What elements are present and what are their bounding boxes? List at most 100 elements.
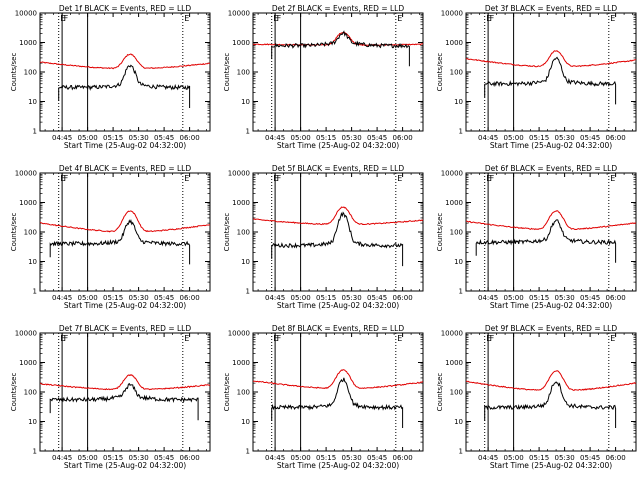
events-series-line <box>49 218 191 265</box>
events-series-line <box>484 56 617 105</box>
marker-label: F <box>64 334 69 343</box>
panel-title: Det 8f BLACK = Events, RED = LLD <box>272 324 405 333</box>
x-tick-label: 06:00 <box>393 294 413 302</box>
marker-label: F <box>277 334 282 343</box>
marker-label: E <box>184 14 189 23</box>
x-tick-label: 06:00 <box>393 454 413 462</box>
y-tick-label: 100 <box>237 69 250 77</box>
detector-panel-6: Det 6f BLACK = Events, RED = LLD 1 10 100 10… <box>436 164 637 310</box>
x-tick-label: 05:30 <box>129 134 149 142</box>
x-tick-label: 05:00 <box>291 454 311 462</box>
x-tick-label: 05:45 <box>367 134 387 142</box>
y-tick-label: 1000 <box>232 39 250 47</box>
marker-label: E <box>60 174 65 183</box>
marker-label: E <box>610 334 615 343</box>
x-tick-label: 06:00 <box>393 134 413 142</box>
y-axis-label: Counts/sec <box>436 53 444 92</box>
marker-label: F <box>64 14 69 23</box>
events-series-line <box>49 382 199 421</box>
y-axis-label: Counts/sec <box>10 373 18 412</box>
y-tick-label: 1 <box>33 128 37 136</box>
y-tick-label: 1 <box>33 288 37 296</box>
x-tick-label: 05:30 <box>342 294 362 302</box>
marker-label: E <box>273 334 278 343</box>
x-tick-label: 05:45 <box>367 294 387 302</box>
y-tick-label: 100 <box>237 389 250 397</box>
y-tick-label: 1000 <box>445 359 463 367</box>
x-axis-label: Start Time (25-Aug-02 04:32:00) <box>64 141 186 150</box>
events-series-line <box>58 64 191 108</box>
y-axis-label: Counts/sec <box>223 213 231 252</box>
x-tick-label: 05:15 <box>529 294 549 302</box>
y-axis-label: Counts/sec <box>436 373 444 412</box>
marker-label: E <box>610 174 615 183</box>
y-tick-label: 10 <box>454 418 463 426</box>
x-tick-label: 05:15 <box>316 294 336 302</box>
y-tick-label: 1000 <box>19 39 37 47</box>
x-tick-label: 05:15 <box>103 294 123 302</box>
x-tick-label: 05:00 <box>78 454 98 462</box>
x-tick-label: 05:15 <box>103 454 123 462</box>
y-tick-label: 1000 <box>232 199 250 207</box>
y-axis-label: Counts/sec <box>10 53 18 92</box>
y-tick-label: 10000 <box>15 170 37 178</box>
plot-frame <box>465 172 637 292</box>
y-tick-label: 1000 <box>19 199 37 207</box>
marker-label: E <box>273 14 278 23</box>
y-tick-label: 1 <box>459 448 463 456</box>
x-tick-label: 05:45 <box>580 134 600 142</box>
detector-panel-4: Det 4f BLACK = Events, RED = LLD 1 10 100 10… <box>10 164 211 310</box>
x-tick-label: 05:15 <box>316 134 336 142</box>
x-axis-label: Start Time (25-Aug-02 04:32:00) <box>277 301 399 310</box>
y-tick-label: 100 <box>450 229 463 237</box>
lld-series-line <box>39 210 211 233</box>
lld-series-line <box>252 369 424 389</box>
x-axis-label: Start Time (25-Aug-02 04:32:00) <box>490 141 612 150</box>
x-tick-label: 05:45 <box>154 454 174 462</box>
x-tick-label: 04:45 <box>478 134 498 142</box>
x-tick-label: 05:30 <box>129 294 149 302</box>
events-series-line <box>484 381 617 428</box>
x-axis-label: Start Time (25-Aug-02 04:32:00) <box>277 461 399 470</box>
x-axis-label: Start Time (25-Aug-02 04:32:00) <box>64 301 186 310</box>
detector-panel-1: Det 1f BLACK = Events, RED = LLD 1 10 100 10… <box>10 4 211 150</box>
y-tick-label: 1000 <box>19 359 37 367</box>
plot-frame <box>39 172 211 292</box>
x-tick-label: 05:15 <box>103 134 123 142</box>
y-tick-label: 10 <box>28 418 37 426</box>
detector-panel-7: Det 7f BLACK = Events, RED = LLD 1 10 100 10… <box>10 324 211 470</box>
marker-label: F <box>490 334 495 343</box>
marker-label: E <box>60 334 65 343</box>
y-tick-label: 10 <box>241 258 250 266</box>
marker-label: E <box>184 334 189 343</box>
detector-panel-8: Det 8f BLACK = Events, RED = LLD 1 10 100 10… <box>223 324 424 470</box>
lld-series-line <box>465 370 637 391</box>
x-tick-label: 05:00 <box>291 134 311 142</box>
events-series-line <box>271 211 404 267</box>
x-tick-label: 06:00 <box>606 454 626 462</box>
x-tick-label: 05:45 <box>154 134 174 142</box>
marker-label: E <box>397 334 402 343</box>
x-tick-label: 05:00 <box>291 294 311 302</box>
panel-title: Det 5f BLACK = Events, RED = LLD <box>272 164 405 173</box>
plot-frame <box>252 12 424 132</box>
x-tick-label: 06:00 <box>606 134 626 142</box>
y-tick-label: 100 <box>24 229 37 237</box>
y-tick-label: 100 <box>24 69 37 77</box>
y-tick-label: 10 <box>454 98 463 106</box>
panel-title: Det 7f BLACK = Events, RED = LLD <box>59 324 192 333</box>
marker-label: E <box>397 174 402 183</box>
detector-panel-5: Det 5f BLACK = Events, RED = LLD 1 10 100 10… <box>223 164 424 310</box>
x-tick-label: 05:00 <box>78 134 98 142</box>
x-tick-label: 04:45 <box>52 294 72 302</box>
marker-label: F <box>64 174 69 183</box>
y-tick-label: 10000 <box>441 10 463 18</box>
marker-label: E <box>486 14 491 23</box>
x-axis-label: Start Time (25-Aug-02 04:32:00) <box>490 301 612 310</box>
x-tick-label: 05:45 <box>367 454 387 462</box>
marker-label: E <box>610 14 615 23</box>
y-tick-label: 1000 <box>232 359 250 367</box>
x-tick-label: 05:45 <box>580 454 600 462</box>
marker-label: F <box>490 14 495 23</box>
y-tick-label: 10 <box>454 258 463 266</box>
